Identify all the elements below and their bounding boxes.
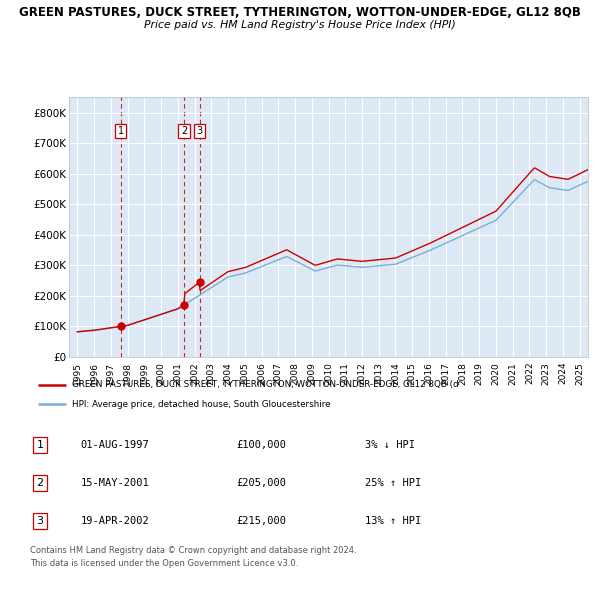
Text: GREEN PASTURES, DUCK STREET, TYTHERINGTON, WOTTON-UNDER-EDGE, GL12 8QB: GREEN PASTURES, DUCK STREET, TYTHERINGTO… xyxy=(19,6,581,19)
Text: 25% ↑ HPI: 25% ↑ HPI xyxy=(365,478,421,488)
Text: £215,000: £215,000 xyxy=(236,516,286,526)
Text: Contains HM Land Registry data © Crown copyright and database right 2024.: Contains HM Land Registry data © Crown c… xyxy=(30,546,356,555)
Text: 3: 3 xyxy=(37,516,44,526)
Text: 3: 3 xyxy=(197,126,203,136)
Text: 19-APR-2002: 19-APR-2002 xyxy=(80,516,149,526)
Text: 13% ↑ HPI: 13% ↑ HPI xyxy=(365,516,421,526)
Text: HPI: Average price, detached house, South Gloucestershire: HPI: Average price, detached house, Sout… xyxy=(72,400,331,409)
Text: 2: 2 xyxy=(37,478,44,488)
Text: 2: 2 xyxy=(181,126,187,136)
Text: GREEN PASTURES, DUCK STREET, TYTHERINGTON, WOTTON-UNDER-EDGE, GL12 8QB (d: GREEN PASTURES, DUCK STREET, TYTHERINGTO… xyxy=(72,381,458,389)
Text: 01-AUG-1997: 01-AUG-1997 xyxy=(80,440,149,450)
Text: 1: 1 xyxy=(37,440,44,450)
Text: Price paid vs. HM Land Registry's House Price Index (HPI): Price paid vs. HM Land Registry's House … xyxy=(144,20,456,30)
Text: 15-MAY-2001: 15-MAY-2001 xyxy=(80,478,149,488)
Text: 3% ↓ HPI: 3% ↓ HPI xyxy=(365,440,415,450)
Text: 1: 1 xyxy=(118,126,124,136)
Text: £100,000: £100,000 xyxy=(236,440,286,450)
Text: This data is licensed under the Open Government Licence v3.0.: This data is licensed under the Open Gov… xyxy=(30,559,298,568)
Text: £205,000: £205,000 xyxy=(236,478,286,488)
